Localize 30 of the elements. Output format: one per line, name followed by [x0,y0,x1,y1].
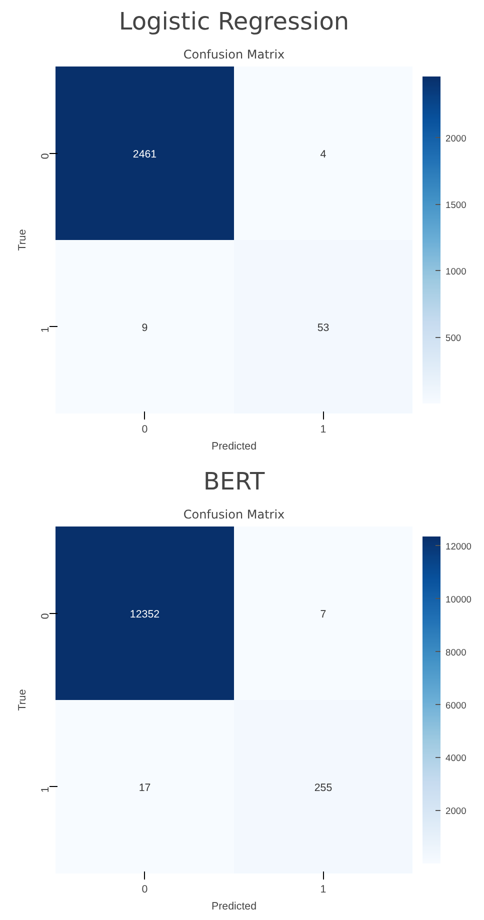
chart-title: Logistic Regression [118,8,350,36]
chart-subtitle: Confusion Matrix [183,508,285,522]
chart-title: BERT [203,468,265,496]
y-tick-label: 1 [40,326,52,333]
data-label: 9 [142,322,148,334]
data-label: 53 [317,322,330,334]
color-bar-label: 6000 [446,700,466,710]
color-bar-label: 500 [446,332,462,343]
y-tick-label: 0 [40,613,52,620]
data-label: 255 [314,782,332,794]
color-bar-label: 2000 [446,806,466,816]
chart-subtitle: Confusion Matrix [183,48,285,62]
y-tick-label: 1 [40,786,52,793]
color-bar-label: 10000 [446,594,472,604]
color-bar-label: 1500 [446,200,466,210]
x-axis-title: Predicted [211,440,257,452]
y-tick-label: 0 [40,153,52,160]
data-label: 2461 [132,148,157,160]
data-label: 4 [320,148,326,160]
y-axis-title: True [16,689,28,711]
data-label: 17 [138,782,151,794]
x-axis-title: Predicted [211,900,257,912]
color-bar-label: 8000 [446,647,466,658]
color-bar-label: 2000 [446,133,466,144]
data-label: 12352 [130,608,160,620]
color-bar-label: 1000 [446,266,466,276]
color-bar-label: 4000 [446,753,466,764]
color-bar-label: 12000 [446,541,472,552]
data-label: 7 [320,608,326,620]
y-axis-title: True [16,229,28,251]
